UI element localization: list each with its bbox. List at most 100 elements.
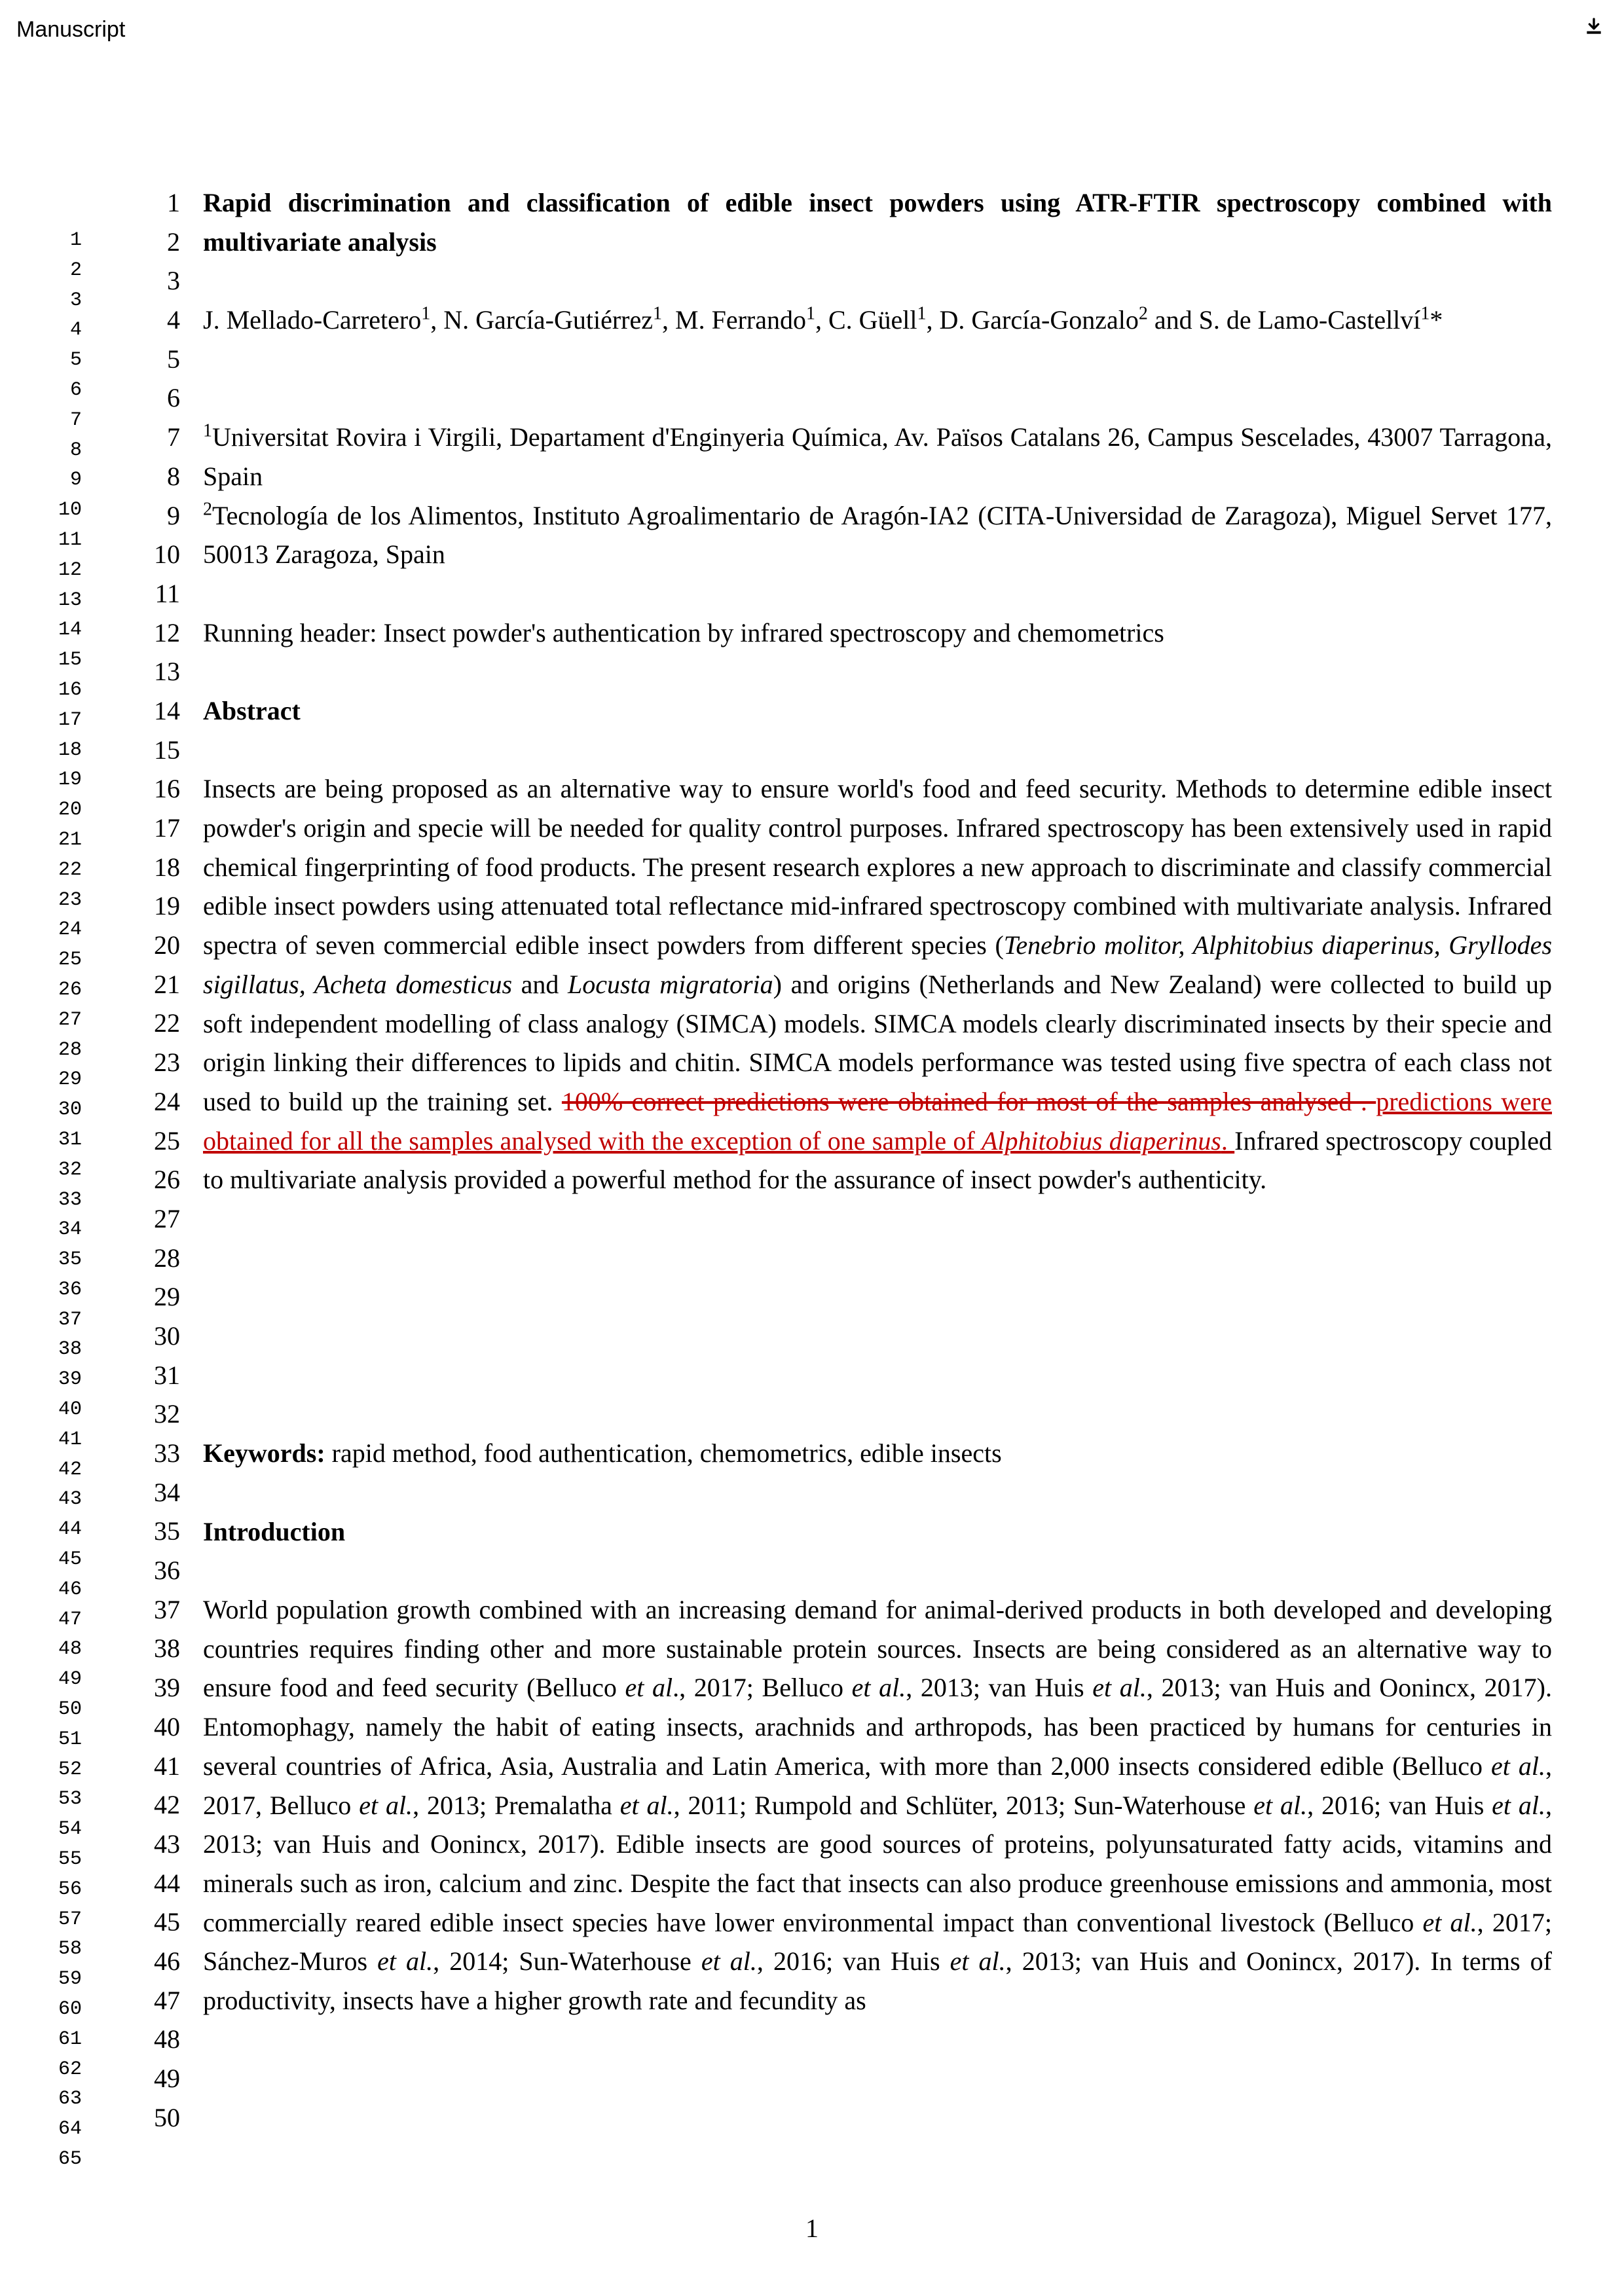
outer-line-number: 3 bbox=[46, 286, 82, 316]
outer-line-number: 24 bbox=[46, 915, 82, 945]
blank-line bbox=[203, 1473, 1552, 1512]
outer-line-number: 30 bbox=[46, 1095, 82, 1125]
outer-line-number: 27 bbox=[46, 1006, 82, 1036]
outer-line-number: 51 bbox=[46, 1725, 82, 1755]
outer-line-number: 52 bbox=[46, 1755, 82, 1785]
paper-title: Rapid discrimination and classification … bbox=[203, 183, 1552, 261]
download-icon[interactable] bbox=[1583, 16, 1604, 43]
outer-line-number: 1 bbox=[46, 226, 82, 256]
inner-line-number: 1 bbox=[141, 183, 180, 223]
outer-line-number: 31 bbox=[46, 1125, 82, 1156]
affiliation-2: 2Tecnología de los Alimentos, Instituto … bbox=[203, 496, 1552, 574]
manuscript-content: Rapid discrimination and classification … bbox=[203, 183, 1552, 2138]
page-number: 1 bbox=[0, 2213, 1624, 2244]
inner-line-number: 7 bbox=[141, 418, 180, 457]
inner-line-number: 38 bbox=[141, 1629, 180, 1668]
inner-line-number: 32 bbox=[141, 1394, 180, 1434]
affiliation-1: 1Universitat Rovira i Virgili, Departame… bbox=[203, 418, 1552, 496]
inner-line-number: 26 bbox=[141, 1160, 180, 1199]
running-header: Running header: Insect powder's authenti… bbox=[203, 613, 1552, 653]
outer-line-number: 54 bbox=[46, 1815, 82, 1845]
inner-line-number: 45 bbox=[141, 1903, 180, 1942]
outer-line-number: 41 bbox=[46, 1425, 82, 1455]
outer-line-number: 21 bbox=[46, 826, 82, 856]
outer-line-number: 32 bbox=[46, 1156, 82, 1186]
outer-line-number: 19 bbox=[46, 765, 82, 795]
outer-line-number: 55 bbox=[46, 1845, 82, 1875]
outer-line-number: 59 bbox=[46, 1965, 82, 1995]
outer-line-number: 2 bbox=[46, 256, 82, 286]
header-label: Manuscript bbox=[16, 17, 125, 43]
outer-line-number: 8 bbox=[46, 436, 82, 466]
outer-line-number: 50 bbox=[46, 1695, 82, 1725]
inner-line-number: 24 bbox=[141, 1082, 180, 1121]
outer-line-number: 63 bbox=[46, 2085, 82, 2115]
outer-line-number: 40 bbox=[46, 1395, 82, 1425]
inner-line-number: 23 bbox=[141, 1043, 180, 1082]
inner-line-number: 17 bbox=[141, 809, 180, 848]
outer-line-number: 34 bbox=[46, 1215, 82, 1245]
blank-line bbox=[203, 1551, 1552, 1590]
abstract-body: Insects are being proposed as an alterna… bbox=[203, 769, 1552, 1394]
inner-line-number: 20 bbox=[141, 926, 180, 965]
inner-line-number: 27 bbox=[141, 1199, 180, 1239]
inner-line-number: 43 bbox=[141, 1825, 180, 1864]
inner-line-number: 5 bbox=[141, 340, 180, 379]
outer-line-number: 25 bbox=[46, 945, 82, 975]
introduction-body: World population growth combined with an… bbox=[203, 1590, 1552, 2138]
blank-line bbox=[203, 378, 1552, 418]
outer-line-number: 56 bbox=[46, 1875, 82, 1905]
outer-line-number: 20 bbox=[46, 795, 82, 826]
inner-line-number: 4 bbox=[141, 301, 180, 340]
outer-line-number: 13 bbox=[46, 586, 82, 616]
inner-line-number: 35 bbox=[141, 1512, 180, 1551]
inner-line-number: 42 bbox=[141, 1785, 180, 1825]
introduction-heading: Introduction bbox=[203, 1512, 1552, 1552]
outer-line-number: 6 bbox=[46, 376, 82, 406]
outer-line-number: 44 bbox=[46, 1515, 82, 1545]
outer-line-number: 4 bbox=[46, 316, 82, 346]
outer-line-number: 36 bbox=[46, 1275, 82, 1305]
outer-line-number: 48 bbox=[46, 1635, 82, 1665]
blank-line bbox=[203, 1395, 1552, 1434]
outer-line-number: 42 bbox=[46, 1455, 82, 1485]
outer-line-number: 11 bbox=[46, 526, 82, 556]
inner-line-number: 10 bbox=[141, 535, 180, 574]
outer-line-number: 17 bbox=[46, 706, 82, 736]
app-header: Manuscript bbox=[16, 16, 1604, 43]
inner-line-number: 30 bbox=[141, 1317, 180, 1356]
inner-line-number: 9 bbox=[141, 496, 180, 536]
blank-line bbox=[203, 652, 1552, 691]
outer-line-number: 64 bbox=[46, 2115, 82, 2145]
inner-line-number: 14 bbox=[141, 691, 180, 731]
outer-line-number: 22 bbox=[46, 856, 82, 886]
outer-line-number: 37 bbox=[46, 1305, 82, 1336]
blank-line bbox=[203, 261, 1552, 301]
outer-line-number: 43 bbox=[46, 1485, 82, 1515]
outer-line-number: 10 bbox=[46, 496, 82, 526]
inner-line-number: 37 bbox=[141, 1590, 180, 1630]
inner-line-number: 16 bbox=[141, 769, 180, 809]
outer-line-number: 26 bbox=[46, 975, 82, 1006]
inner-line-number: 31 bbox=[141, 1356, 180, 1395]
outer-line-number: 47 bbox=[46, 1605, 82, 1635]
abstract-heading: Abstract bbox=[203, 691, 1552, 731]
inner-line-number: 8 bbox=[141, 457, 180, 496]
outer-line-number: 23 bbox=[46, 886, 82, 916]
inner-line-number: 47 bbox=[141, 1981, 180, 2020]
outer-line-number: 7 bbox=[46, 406, 82, 436]
outer-line-number: 28 bbox=[46, 1036, 82, 1066]
inner-line-number: 46 bbox=[141, 1942, 180, 1981]
outer-line-number: 58 bbox=[46, 1935, 82, 1965]
outer-line-number: 33 bbox=[46, 1186, 82, 1216]
inner-line-number: 29 bbox=[141, 1277, 180, 1317]
outer-line-numbers: 1234567891011121314151617181920212223242… bbox=[46, 226, 82, 2175]
inner-line-number: 25 bbox=[141, 1121, 180, 1161]
inner-line-number: 48 bbox=[141, 2020, 180, 2059]
outer-line-number: 57 bbox=[46, 1905, 82, 1935]
inner-line-number: 13 bbox=[141, 652, 180, 691]
blank-line bbox=[203, 731, 1552, 770]
inner-line-number: 36 bbox=[141, 1551, 180, 1590]
outer-line-number: 61 bbox=[46, 2025, 82, 2055]
inner-line-number: 39 bbox=[141, 1668, 180, 1707]
